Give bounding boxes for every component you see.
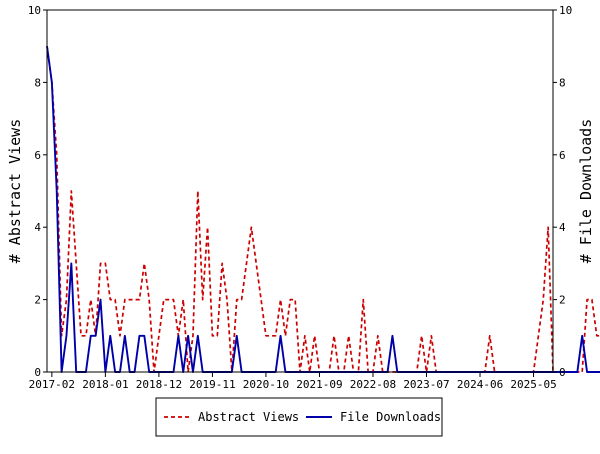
x-tick-label: 2023-07 (403, 378, 449, 391)
x-tick-label: 2024-06 (457, 378, 503, 391)
left-y-tick-label: 0 (34, 366, 41, 379)
series-line-file-downloads (46, 46, 600, 373)
legend-label-abstract-views: Abstract Views (198, 410, 299, 424)
x-tick-label: 2019-11 (189, 378, 235, 391)
left-y-tick-label: 6 (34, 149, 41, 162)
x-tick-label: 2018-01 (82, 378, 128, 391)
left-y-tick-label: 4 (34, 221, 41, 234)
left-y-tick-label: 8 (34, 76, 41, 89)
x-tick-label: 2020-10 (243, 378, 289, 391)
right-y-tick-label: 6 (559, 149, 566, 162)
right-y-tick-label: 8 (559, 76, 566, 89)
left-y-tick-label: 2 (34, 294, 41, 307)
x-tick-label: 2021-09 (296, 378, 342, 391)
left-y-tick-label: 10 (28, 4, 41, 17)
left-axis-title: # Abstract Views (6, 119, 24, 264)
legend-label-file-downloads: File Downloads (340, 410, 441, 424)
series-line-abstract-views (46, 46, 600, 373)
x-tick-label: 2025-05 (510, 378, 556, 391)
right-axis-title: # File Downloads (577, 119, 595, 264)
right-y-tick-label: 10 (559, 4, 572, 17)
x-tick-label: 2017-02 (29, 378, 75, 391)
right-y-tick-label: 2 (559, 294, 566, 307)
right-y-tick-label: 4 (559, 221, 566, 234)
right-y-tick-label: 0 (559, 366, 566, 379)
x-tick-label: 2022-08 (350, 378, 396, 391)
plot-area-frame (46, 9, 554, 373)
legend: Abstract Views File Downloads (155, 397, 443, 437)
x-tick-label: 2018-12 (136, 378, 182, 391)
